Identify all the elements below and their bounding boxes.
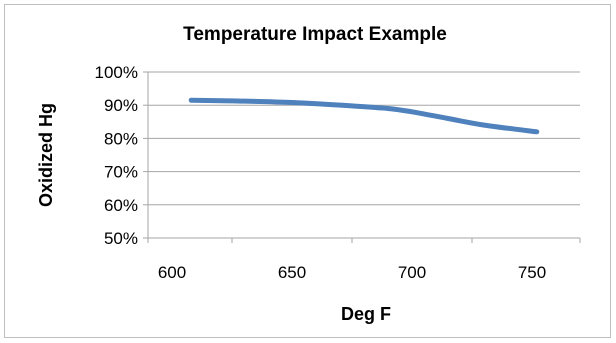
y-tick-labels: 50% 60% 70% 80% 90% 100%: [95, 63, 138, 248]
axes: [143, 71, 581, 243]
y-tick-label: 100%: [95, 63, 138, 82]
x-tick-label: 700: [398, 263, 426, 282]
y-tick-label: 60%: [104, 196, 138, 215]
series-group: [188, 97, 540, 135]
gridlines: [148, 71, 580, 239]
y-tick-label: 90%: [104, 96, 138, 115]
y-axis-title: Oxidized Hg: [36, 103, 56, 207]
y-tick-label: 70%: [104, 163, 138, 182]
x-tick-label: 600: [158, 263, 186, 282]
y-tick-label: 50%: [104, 229, 138, 248]
x-axis-title: Deg F: [341, 304, 391, 324]
x-tick-label: 650: [278, 263, 306, 282]
x-tick-labels: 600 650 700 750: [158, 263, 546, 282]
chart-title: Temperature Impact Example: [183, 24, 447, 45]
series-line: [188, 97, 540, 135]
y-tick-label: 80%: [104, 129, 138, 148]
x-tick-label: 750: [518, 263, 546, 282]
chart-frame: [4, 4, 611, 338]
